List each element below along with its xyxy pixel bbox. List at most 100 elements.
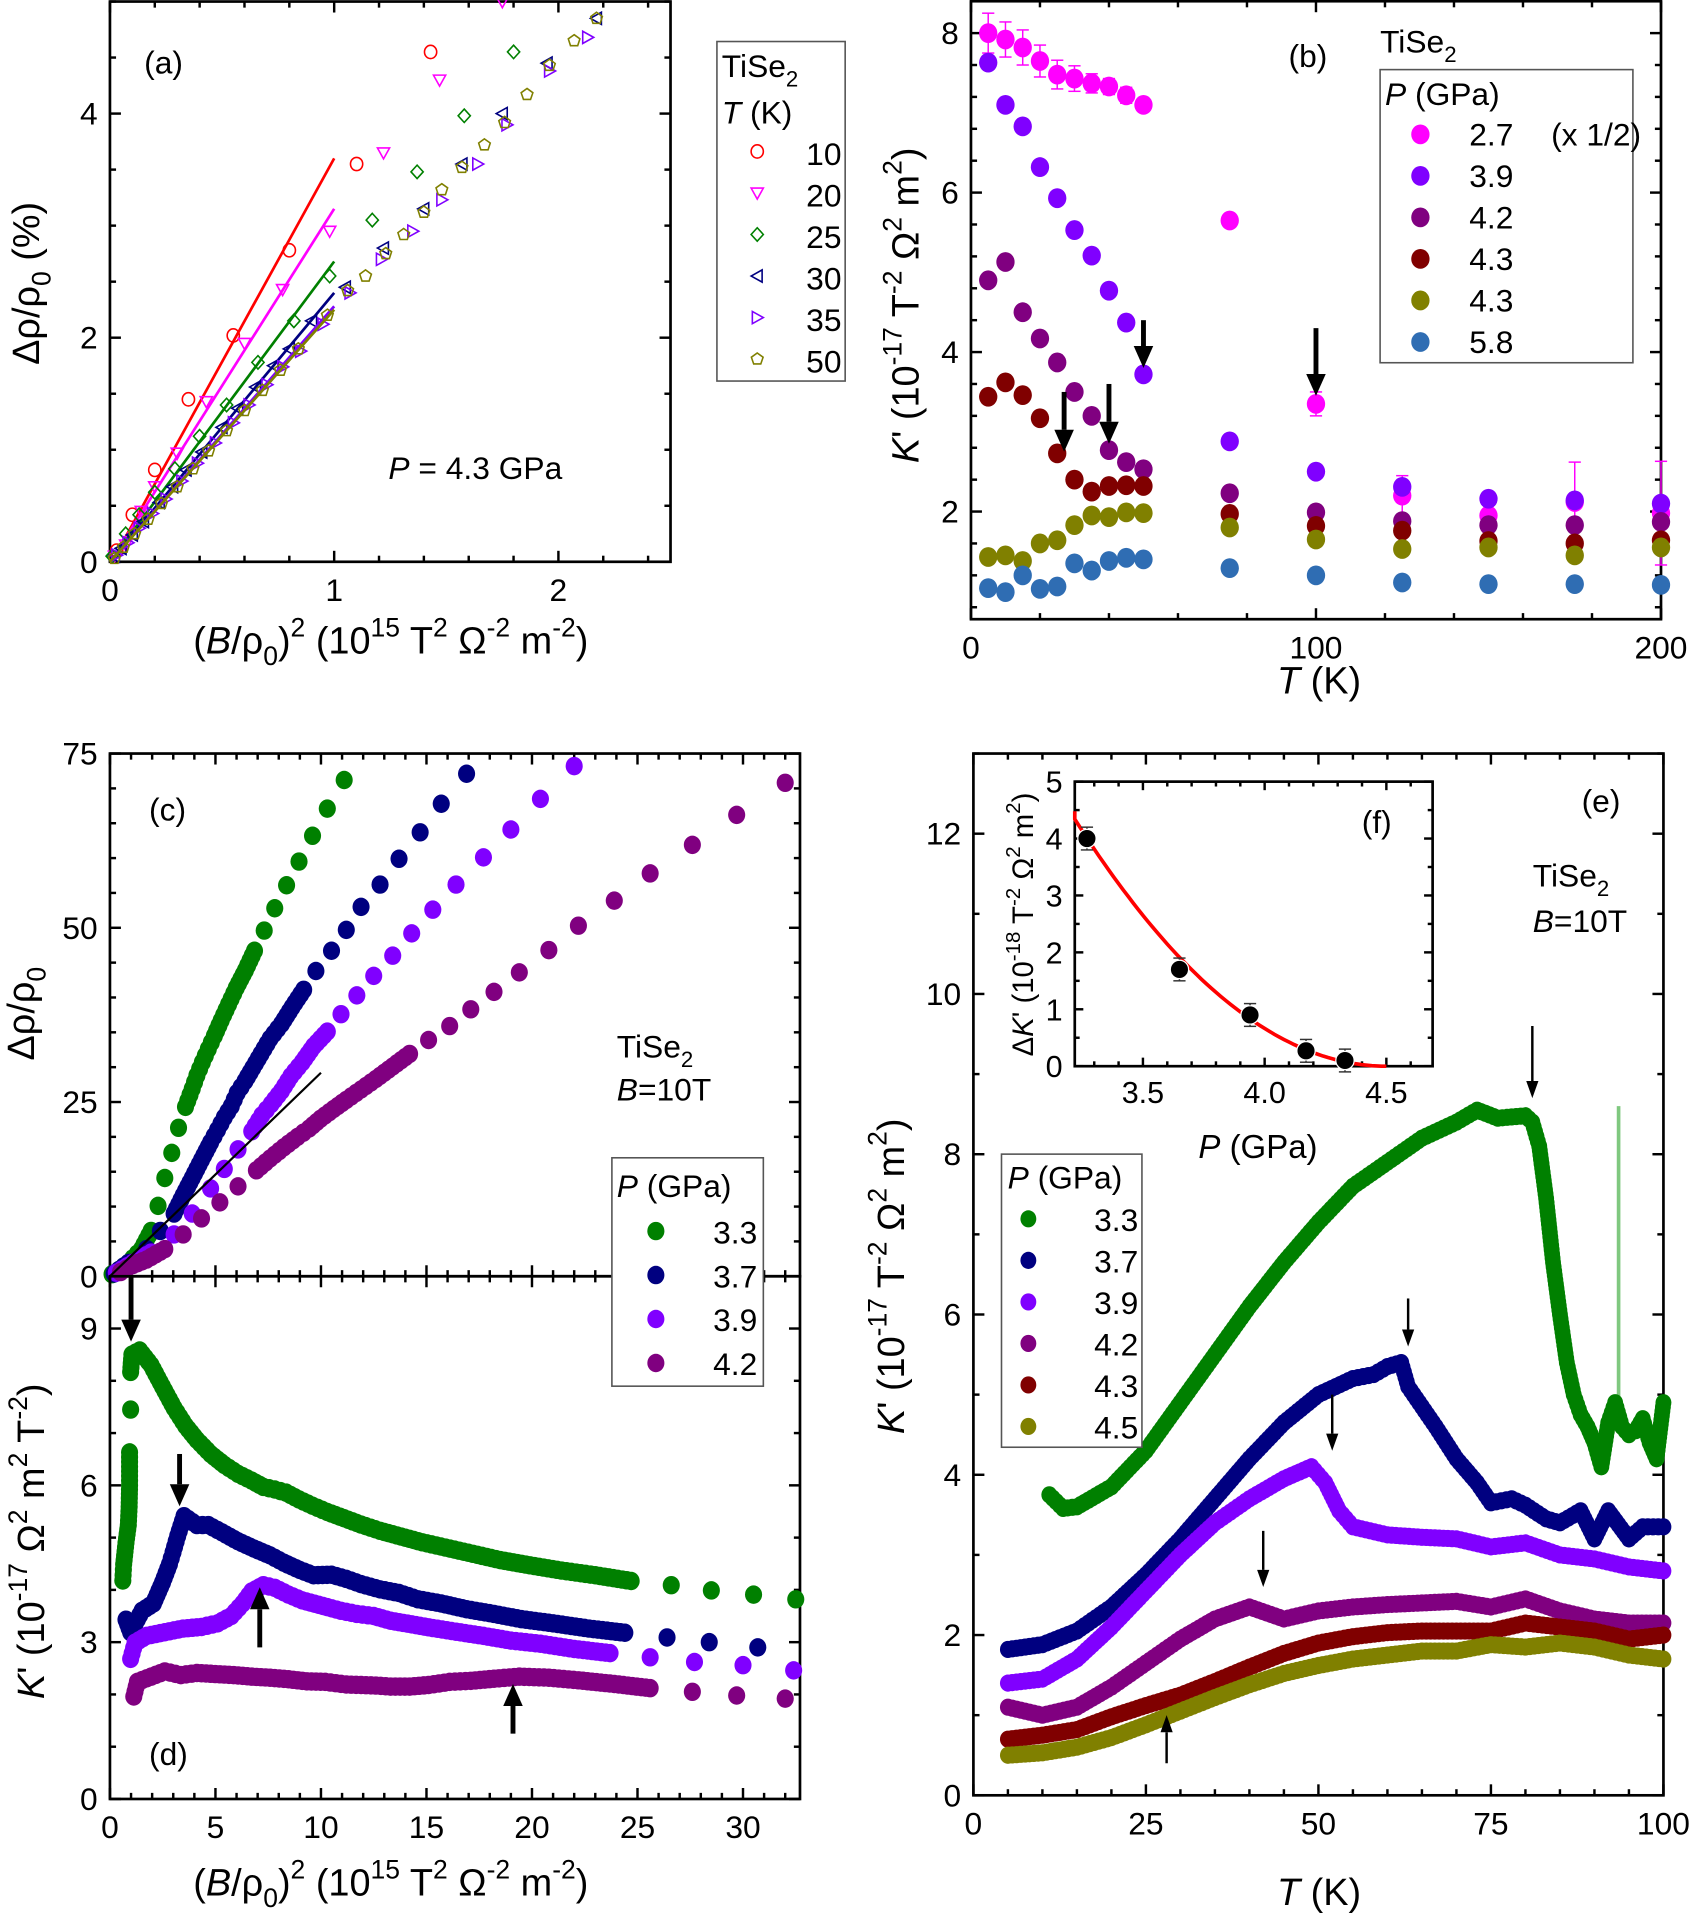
legend-marker [1411, 290, 1430, 311]
data-point [1082, 245, 1101, 266]
x-tick-label: 0 [101, 1809, 119, 1845]
y-axis-label: Δρ/ρ0 [1, 967, 51, 1061]
x-axis-label: (B/ρ0)2 (1015 T2 Ω-2 m-2) [193, 1854, 588, 1912]
series-P-4.3 [979, 502, 1671, 571]
y-tick-label: 10 [926, 976, 961, 1012]
data-point [601, 1643, 619, 1663]
data-point [1013, 116, 1032, 137]
data-point [255, 921, 273, 940]
data-point [1065, 515, 1084, 535]
data-point [1065, 220, 1084, 240]
data-point [1335, 1050, 1355, 1071]
data-point [141, 512, 155, 525]
data-point [303, 826, 322, 846]
linear-fit-line [109, 1071, 322, 1278]
y-axis-label: K' (10-17 T-2 Ω2 m2) [863, 1118, 913, 1434]
data-point [169, 1118, 188, 1138]
data-point [1651, 493, 1671, 514]
data-point [1117, 547, 1136, 568]
legend-marker [1411, 249, 1430, 269]
legend-marker [749, 268, 763, 284]
legend-note: (x 1/2) [1551, 116, 1641, 152]
y-tick-label: 1 [1046, 993, 1063, 1027]
data-point [1655, 1650, 1672, 1668]
legend-title: TiSe2 [722, 48, 798, 92]
panel-label: (d) [149, 1736, 188, 1772]
data-point [1306, 394, 1326, 414]
data-point [219, 423, 234, 437]
data-point [407, 223, 421, 239]
data-point [502, 820, 520, 839]
data-point [167, 460, 183, 477]
y-tick-label: 3 [80, 1624, 98, 1660]
legend-marker [750, 351, 765, 365]
panel-label: (c) [149, 792, 186, 828]
data-point [1220, 483, 1239, 504]
fit-line [108, 308, 336, 563]
y-tick-label: 3 [1046, 879, 1063, 913]
data-point [1220, 504, 1239, 524]
data-point [125, 507, 140, 523]
y-tick-label: 8 [941, 15, 959, 51]
data-point [278, 876, 296, 895]
data-point [295, 980, 313, 1000]
y-tick-label: 8 [944, 1136, 962, 1172]
data-point [174, 1225, 192, 1244]
data-point [384, 946, 402, 965]
data-point [303, 313, 318, 329]
legend-marker [1411, 165, 1430, 186]
data-point [1048, 530, 1067, 551]
data-point [1479, 515, 1498, 535]
data-point [1393, 539, 1412, 559]
data-point [1030, 533, 1050, 554]
legend-label: 4.3 [1469, 282, 1513, 318]
data-point [229, 1177, 247, 1196]
x-tick-label: 20 [514, 1809, 549, 1845]
data-point [133, 505, 149, 520]
data-point [215, 1159, 233, 1179]
data-point [237, 403, 252, 417]
legend-label: 3.9 [1469, 158, 1513, 194]
series-P-3.3 [114, 1341, 805, 1609]
data-point [1240, 1005, 1260, 1025]
legend-marker [750, 144, 765, 159]
data-point [1099, 280, 1119, 301]
data-point [996, 582, 1015, 602]
material-label: TiSe2 [1533, 858, 1609, 902]
data-point [1117, 452, 1136, 473]
data-point [365, 212, 380, 228]
x-tick-label: 25 [1128, 1805, 1163, 1841]
arrow-head [503, 1683, 523, 1706]
data-point [1065, 553, 1084, 574]
arrow-head [1054, 429, 1074, 452]
data-point [996, 545, 1015, 566]
data-point [250, 354, 266, 371]
data-point [1013, 385, 1032, 406]
data-point [1013, 302, 1032, 323]
data-point [229, 1140, 247, 1159]
data-point [255, 383, 270, 397]
data-point [497, 0, 508, 10]
legend-title: P (GPa) [1008, 1159, 1123, 1195]
arrow-head [1526, 1081, 1539, 1099]
x-tick-label: 0 [962, 629, 980, 665]
fit-line [120, 208, 336, 546]
data-point [776, 773, 794, 793]
legend-box [716, 40, 846, 382]
data-point [332, 1004, 350, 1024]
data-point [432, 74, 448, 88]
legend-label: 4.2 [1469, 199, 1513, 235]
legend-marker [1020, 1417, 1037, 1436]
data-point [1565, 545, 1584, 566]
data-point [211, 1193, 229, 1212]
legend-label: 20 [806, 177, 841, 213]
series-P-4.5 [999, 1634, 1672, 1764]
data-point [156, 1239, 174, 1259]
data-point [1651, 537, 1671, 558]
data-point [1065, 68, 1084, 89]
y-tick-label: 6 [941, 175, 959, 211]
data-point [371, 875, 389, 894]
data-point [474, 848, 492, 867]
legend-marker [749, 187, 765, 201]
y-tick-label: 5 [1046, 766, 1063, 800]
